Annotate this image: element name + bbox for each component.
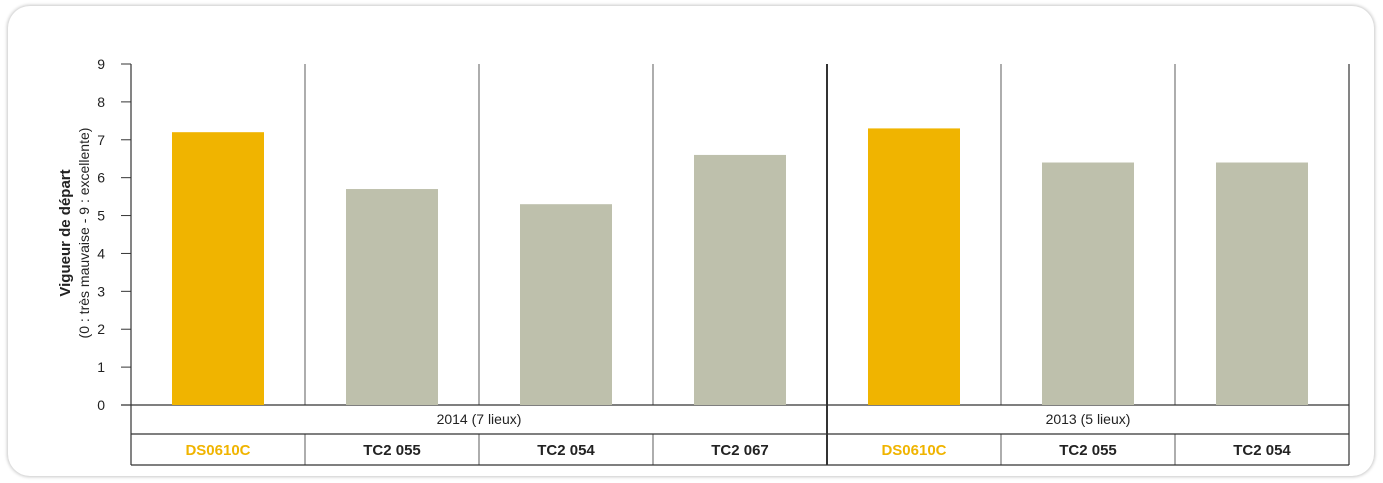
bar <box>346 189 438 405</box>
x-category-label: TC2 054 <box>537 442 595 459</box>
bar <box>1216 162 1308 405</box>
x-category-label: TC2 067 <box>711 442 769 459</box>
y-axis-title: Vigueur de départ (0 : très mauvaise - 9… <box>57 128 92 339</box>
y-tick-label: 6 <box>97 170 105 186</box>
x-category-label: TC2 054 <box>1233 442 1291 459</box>
x-category-label: DS0610C <box>881 442 946 459</box>
y-tick-label: 1 <box>97 359 105 375</box>
x-group-label: 2013 (5 lieux) <box>1046 411 1131 427</box>
bar <box>694 154 786 405</box>
bar <box>868 128 960 405</box>
bar <box>520 204 612 405</box>
x-category-label: TC2 055 <box>1059 442 1117 459</box>
y-tick-label: 0 <box>97 397 105 413</box>
bar <box>172 132 264 405</box>
y-tick-label: 3 <box>97 283 105 299</box>
y-tick-label: 2 <box>97 321 105 337</box>
y-tick-label: 5 <box>97 208 105 224</box>
x-category-label: DS0610C <box>185 442 250 459</box>
bar <box>1042 162 1134 405</box>
y-axis-label: Vigueur de départ <box>57 169 74 296</box>
y-tick-label: 7 <box>97 132 105 148</box>
x-group-label: 2014 (7 lieux) <box>437 411 522 427</box>
y-tick-label: 4 <box>97 245 105 261</box>
x-category-label: TC2 055 <box>363 442 421 459</box>
y-tick-label: 9 <box>97 56 105 72</box>
y-tick-label: 8 <box>97 94 105 110</box>
y-axis-sublabel: (0 : très mauvaise - 9 : excellente) <box>76 128 92 339</box>
